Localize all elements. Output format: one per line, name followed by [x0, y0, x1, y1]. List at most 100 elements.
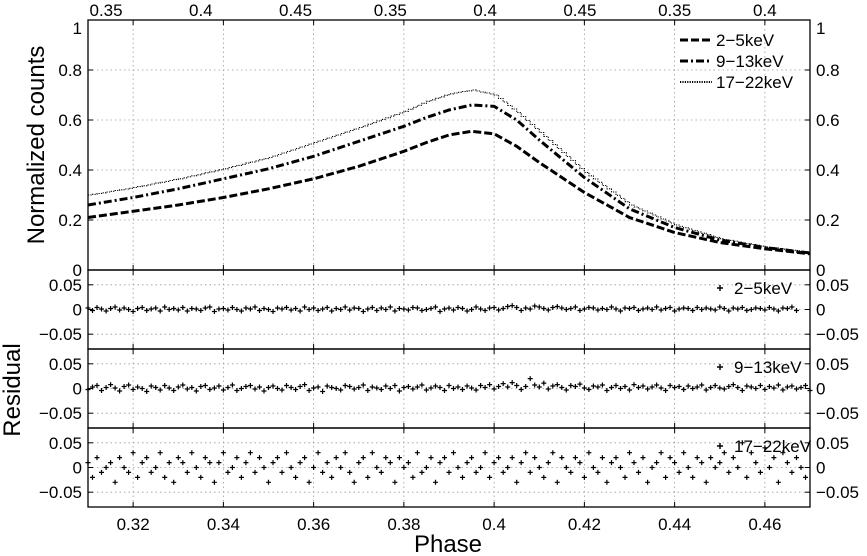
residual-point	[365, 306, 371, 312]
residual-point	[681, 387, 687, 392]
residual-point	[153, 385, 159, 390]
residual-point	[478, 383, 484, 388]
residual-point	[446, 469, 452, 475]
residual-point	[266, 385, 271, 390]
residual-point	[261, 306, 267, 311]
top-axis-tick-label: 0.4	[753, 1, 777, 20]
residual-point	[130, 309, 136, 314]
y-tick-label-right: 0.6	[816, 111, 840, 130]
x-tick-label: 0.36	[297, 515, 330, 534]
residual-point	[496, 455, 502, 461]
residual-point	[550, 305, 556, 310]
residual-point	[672, 460, 678, 466]
residual-point	[90, 474, 95, 480]
residual-point	[148, 383, 154, 389]
residual-point	[297, 460, 303, 466]
residual-point	[216, 460, 222, 466]
residual-point	[266, 479, 271, 485]
residual-point	[744, 383, 750, 389]
ticks-layer: 0 0 0.2 0.2 0.4 0.4 0.6 0.6 0.8 0.8 1 1 0.35 0.4 0.45 0…	[39, 1, 859, 534]
residual-point	[126, 382, 132, 388]
residual-point	[198, 474, 204, 480]
residual-point	[306, 307, 312, 312]
residual-point	[311, 465, 317, 470]
residual-point	[784, 384, 790, 390]
residual-point	[663, 474, 669, 480]
residual-point	[469, 455, 475, 461]
residual-point	[690, 474, 696, 480]
residual-point	[220, 387, 226, 393]
residual-point	[437, 385, 443, 390]
residual-point	[500, 306, 506, 311]
top-axis-tick-label: 0.45	[279, 1, 312, 20]
residual-point	[753, 386, 759, 391]
residual-point	[442, 388, 447, 393]
residual-point	[356, 306, 362, 311]
residual-point	[726, 469, 732, 475]
residual-point	[762, 445, 768, 451]
residual-point	[649, 307, 655, 312]
residual-point	[401, 306, 407, 312]
residual-point	[396, 455, 402, 461]
residual-point	[658, 307, 664, 313]
y-tick-label-right: 1	[816, 19, 825, 38]
residual-point	[405, 384, 411, 389]
residual-point	[712, 307, 718, 313]
residual-point	[166, 307, 172, 312]
residual-point	[288, 307, 294, 313]
residual-point	[563, 307, 569, 312]
residual-point	[121, 305, 127, 311]
residual-point	[613, 306, 619, 312]
residual-legend-marker	[717, 285, 723, 291]
residual-point	[730, 382, 736, 388]
residual-point	[518, 460, 524, 466]
residual-point	[261, 388, 267, 394]
residual-point	[703, 387, 709, 393]
residual-point	[166, 385, 172, 391]
y-tick-label-right: 0	[816, 459, 825, 478]
residual-point	[789, 383, 795, 389]
y-tick-label-left: −0.05	[39, 483, 82, 502]
residual-point	[387, 304, 393, 310]
residual-point	[559, 455, 565, 461]
residual-point	[550, 450, 556, 456]
residual-point	[378, 469, 384, 475]
legend-label-2: 17−22keV	[716, 73, 794, 92]
y-tick-label-left: 0.4	[58, 161, 82, 180]
residual-point	[257, 308, 262, 313]
residual-point	[654, 382, 660, 388]
residual-point	[613, 455, 619, 461]
residual-point	[383, 307, 389, 312]
residual-point	[211, 385, 217, 391]
residual-point	[775, 308, 781, 314]
residual-point	[234, 455, 240, 461]
residual-point	[757, 306, 763, 311]
residual-point	[794, 386, 799, 392]
residual-point	[229, 382, 235, 388]
residual-point	[423, 307, 429, 312]
residual-point	[392, 479, 398, 485]
residual-point	[726, 308, 732, 314]
residual-point	[586, 450, 592, 456]
residual-point	[184, 469, 190, 475]
residual-point	[288, 465, 294, 470]
residual-point	[135, 306, 141, 311]
residual-point	[451, 307, 456, 313]
residual-point	[658, 450, 664, 456]
residual-point	[162, 304, 168, 310]
residual-point	[545, 386, 551, 392]
residual-point	[627, 306, 632, 311]
residual-point	[798, 385, 804, 390]
residual-point	[257, 455, 262, 461]
residual-point	[487, 382, 493, 388]
residual-point	[338, 387, 344, 393]
residual-point	[369, 450, 375, 456]
residual-point	[229, 305, 235, 310]
residual-point	[414, 450, 420, 456]
residual-point	[482, 385, 488, 390]
residual-point	[103, 465, 109, 470]
residual-point	[247, 383, 253, 388]
residual-point	[703, 479, 709, 485]
residual-point	[121, 465, 127, 470]
residual-point	[252, 304, 258, 310]
